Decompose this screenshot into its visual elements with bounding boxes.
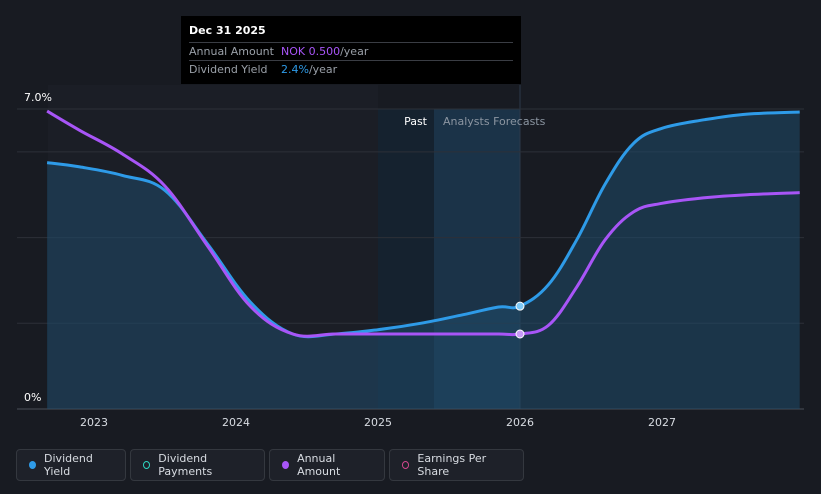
tooltip-annual-amount-value: NOK 0.500 [281, 45, 341, 58]
tooltip-annual-amount-label: Annual Amount [189, 45, 274, 58]
past-label: Past [404, 115, 428, 128]
tooltip-annual-amount-suffix: /year [340, 45, 369, 58]
dividend-yield-area [47, 112, 800, 409]
legend-earnings-per-share-label: Earnings Per Share [417, 452, 487, 478]
legend-dividend-payments[interactable]: Dividend Payments [130, 449, 265, 481]
hover-tooltip: Dec 31 2025 Annual Amount NOK 0.500/year… [181, 16, 521, 84]
tooltip-dividend-yield-label: Dividend Yield [189, 63, 268, 76]
earnings-per-share-ring-icon [402, 461, 410, 469]
x-tick-label-2025: 2025 [364, 416, 392, 429]
annual-amount-marker [515, 329, 525, 339]
x-tick-label-2027: 2027 [648, 416, 676, 429]
legend-dividend-yield-label: Dividend Yield [44, 452, 93, 478]
legend-annual-amount-label: Annual Amount [297, 452, 341, 478]
dividend-payments-ring-icon [143, 461, 151, 469]
tooltip-dividend-yield-value: 2.4% [281, 63, 309, 76]
x-tick-label-2026: 2026 [506, 416, 534, 429]
annual-amount-line [46, 109, 800, 338]
legend-earnings-per-share[interactable]: Earnings Per Share [389, 449, 524, 481]
legend-annual-amount[interactable]: Annual Amount [269, 449, 385, 481]
tooltip-annual-amount-row: Annual Amount NOK 0.500/year [189, 42, 513, 60]
tooltip-date: Dec 31 2025 [189, 24, 266, 37]
tooltip-dividend-yield-row: Dividend Yield 2.4%/year [189, 60, 513, 78]
annual-amount-dot-icon [282, 461, 290, 469]
x-tick-label-2023: 2023 [80, 416, 108, 429]
legend-dividend-yield[interactable]: Dividend Yield [16, 449, 126, 481]
y-tick-bottom: 0% [24, 391, 41, 404]
legend-dividend-payments-label: Dividend Payments [158, 452, 213, 478]
dividend-yield-marker [515, 301, 525, 311]
y-tick-top: 7.0% [24, 91, 52, 104]
x-tick-label-2024: 2024 [222, 416, 250, 429]
forecast-label: Analysts Forecasts [443, 115, 546, 128]
dividend-yield-dot-icon [29, 461, 37, 469]
tooltip-dividend-yield-suffix: /year [308, 63, 338, 76]
